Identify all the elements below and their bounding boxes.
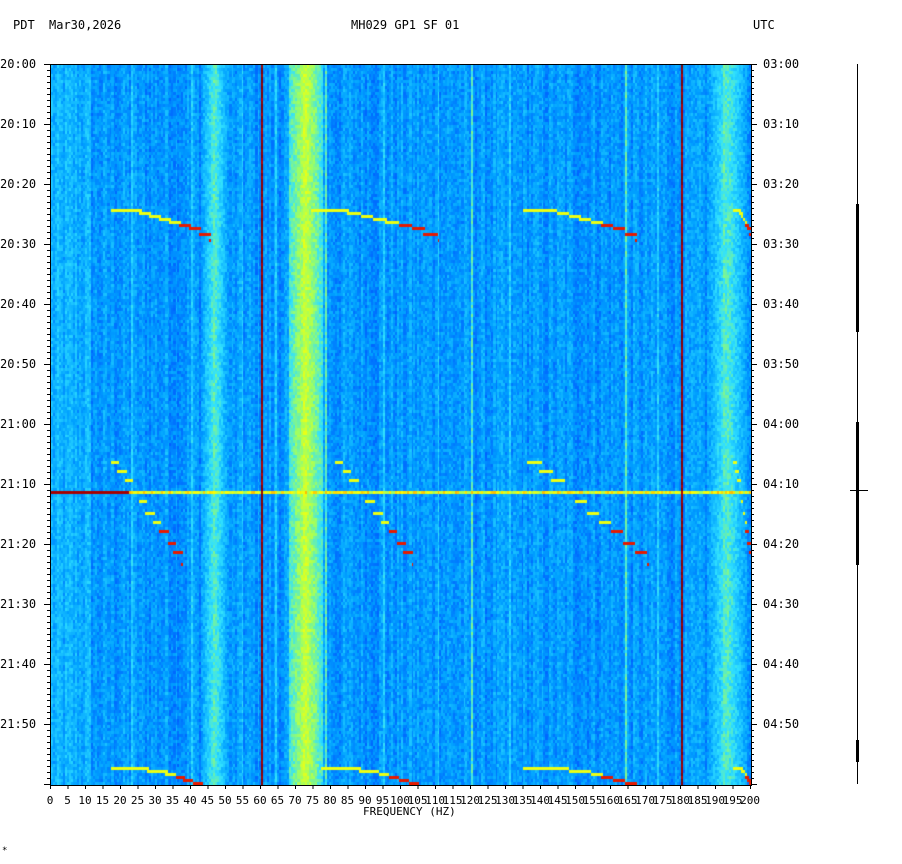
x-tick-label: 120 — [460, 794, 480, 807]
y-tick-label-left: 20:00 — [0, 57, 37, 71]
x-tick-label: 30 — [148, 794, 162, 807]
station-title: MH029 GP1 SF 01 — [351, 18, 460, 32]
x-tick-label: 145 — [547, 794, 568, 807]
x-tick-label: 20 — [113, 794, 127, 807]
y-tick-label-left: 20:30 — [0, 237, 37, 251]
date-label: Mar30,2026 — [49, 18, 122, 32]
trace-activity — [856, 204, 859, 332]
x-tick-label: 80 — [323, 794, 337, 807]
y-tick-label-right: 04:40 — [763, 657, 800, 671]
x-tick-label: 180 — [670, 794, 690, 807]
y-tick-label-left: 21:40 — [0, 657, 37, 671]
x-tick-label: 130 — [495, 794, 515, 807]
x-tick-label: 50 — [218, 794, 232, 807]
x-tick-label: 10 — [78, 794, 92, 807]
x-tick-label: 140 — [530, 794, 550, 807]
y-tick-label-left: 21:50 — [0, 717, 37, 731]
spectrogram-canvas — [51, 65, 751, 785]
x-tick-label: 150 — [565, 794, 585, 807]
x-tick-label: 175 — [652, 794, 673, 807]
x-tick-label: 100 — [390, 794, 410, 807]
x-tick-label: 110 — [425, 794, 445, 807]
y-tick-label-left: 20:50 — [0, 357, 37, 371]
x-tick-label: 95 — [375, 794, 390, 807]
x-tick-label: 155 — [582, 794, 603, 807]
y-tick-label-left: 21:10 — [0, 477, 37, 491]
trace-activity — [856, 740, 859, 762]
y-tick-label-right: 04:50 — [763, 717, 800, 731]
x-tick-label: 25 — [130, 794, 145, 807]
y-tick-label-right: 03:30 — [763, 237, 800, 251]
x-axis-title: FREQUENCY (HZ) — [363, 805, 456, 818]
x-tick-label: 190 — [705, 794, 725, 807]
right-timezone-label: UTC — [753, 18, 775, 32]
y-tick-label-right: 03:50 — [763, 357, 800, 371]
x-tick-label: 70 — [288, 794, 302, 807]
y-tick-label-left: 21:30 — [0, 597, 37, 611]
x-tick-label: 40 — [183, 794, 197, 807]
y-tick-label-left: 20:10 — [0, 117, 37, 131]
x-tick-label: 35 — [165, 794, 180, 807]
x-tick-label: 195 — [722, 794, 743, 807]
y-tick-label-right: 03:10 — [763, 117, 800, 131]
x-tick-label: 5 — [64, 794, 71, 807]
x-tick-label: 125 — [477, 794, 498, 807]
x-tick-label: 90 — [358, 794, 372, 807]
left-timezone-label: PDT — [13, 18, 35, 32]
x-tick-label: 75 — [305, 794, 320, 807]
x-tick-label: 170 — [635, 794, 655, 807]
y-tick-label-right: 03:40 — [763, 297, 800, 311]
x-tick-label: 135 — [512, 794, 533, 807]
seismic-trace — [850, 64, 868, 784]
x-tick-label: 105 — [407, 794, 428, 807]
x-tick-label: 60 — [253, 794, 267, 807]
y-tick-label-left: 20:40 — [0, 297, 37, 311]
y-tick-label-right: 04:10 — [763, 477, 800, 491]
y-tick-label-left: 20:20 — [0, 177, 37, 191]
y-tick-label-left: 21:20 — [0, 537, 37, 551]
x-tick-label: 0 — [46, 794, 54, 807]
x-tick-label: 160 — [600, 794, 620, 807]
x-tick-label: 45 — [200, 794, 215, 807]
trace-activity — [856, 422, 859, 565]
x-tick-label: 65 — [270, 794, 285, 807]
x-tick-label: 85 — [340, 794, 355, 807]
x-tick-label: 185 — [687, 794, 708, 807]
y-tick-label-right: 03:00 — [763, 57, 800, 71]
x-tick-label: 200 — [740, 794, 760, 807]
y-tick-label-right: 04:00 — [763, 417, 800, 431]
y-tick-label-right: 04:20 — [763, 537, 800, 551]
y-tick-label-right: 03:20 — [763, 177, 800, 191]
x-tick-label: 15 — [95, 794, 110, 807]
x-tick-label: 165 — [617, 794, 638, 807]
x-tick-label: 115 — [442, 794, 463, 807]
y-tick-label-right: 04:30 — [763, 597, 800, 611]
corner-mark: * — [2, 846, 8, 856]
y-tick-label-left: 21:00 — [0, 417, 37, 431]
x-tick-label: 55 — [235, 794, 250, 807]
